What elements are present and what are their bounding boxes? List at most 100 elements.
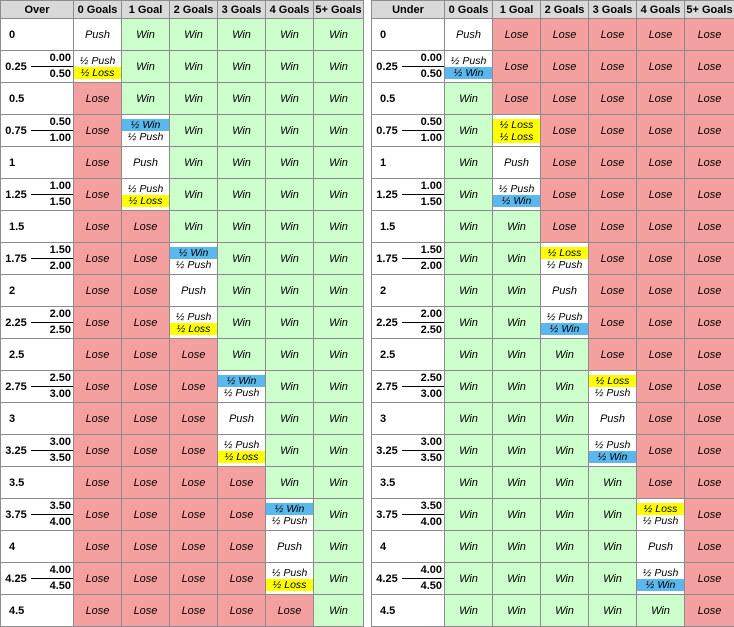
column-header: 1 Goal (493, 1, 541, 19)
line-value: 0 (1, 29, 73, 41)
result-value: Win (218, 61, 265, 73)
result-cell: Win (493, 499, 541, 531)
result-cell: Win (445, 115, 493, 147)
split-line-b: 4.00 (402, 515, 444, 530)
result-value: Win (493, 285, 540, 297)
result-value: Lose (589, 125, 636, 137)
half-result: ½ Loss (122, 195, 169, 207)
result-value: Win (637, 605, 684, 617)
result-value: Win (266, 61, 313, 73)
result-value: Lose (170, 445, 217, 457)
result-cell: Win (314, 19, 364, 51)
result-value: Lose (637, 381, 684, 393)
result-cell: Lose (218, 467, 266, 499)
result-value: Lose (685, 61, 734, 73)
result-cell: Win (445, 275, 493, 307)
result-value: Lose (637, 125, 684, 137)
half-result: ½ Push (74, 55, 121, 67)
column-header: 5+ Goals (685, 1, 734, 19)
result-cell: Win (314, 51, 364, 83)
result-value: Lose (74, 413, 121, 425)
result-value: Win (493, 317, 540, 329)
half-result: ½ Push (589, 439, 636, 451)
column-header: 5+ Goals (314, 1, 364, 19)
result-cell: Lose (637, 467, 685, 499)
result-cell: Win (218, 51, 266, 83)
result-value: Win (314, 125, 363, 137)
result-value: Win (266, 157, 313, 169)
line-value: 4.5 (372, 605, 444, 617)
result-value: Win (218, 285, 265, 297)
split-line-b: 2.50 (402, 323, 444, 338)
result-cell: Lose (541, 147, 589, 179)
result-value: Win (122, 61, 169, 73)
result-cell: Lose (74, 307, 122, 339)
column-header: 4 Goals (266, 1, 314, 19)
result-cell: Lose (589, 179, 637, 211)
result-value: Win (541, 605, 588, 617)
result-cell: Win (170, 51, 218, 83)
line-value: 4 (1, 541, 73, 553)
result-value: Lose (685, 573, 734, 585)
line-value: 3 (1, 413, 73, 425)
result-cell: Lose (74, 467, 122, 499)
result-cell: Lose (122, 371, 170, 403)
result-cell: Win (266, 339, 314, 371)
result-value: Lose (218, 605, 265, 617)
result-cell: Lose (685, 211, 734, 243)
line-value: 3.5 (1, 477, 73, 489)
result-cell: Win (493, 531, 541, 563)
split-line-a: 2.00 (31, 307, 73, 323)
result-cell: Lose (122, 243, 170, 275)
result-value: Win (266, 125, 313, 137)
result-value: Lose (589, 29, 636, 41)
result-cell: Lose (685, 243, 734, 275)
line-value: 1 (1, 157, 73, 169)
result-cell: Win (541, 531, 589, 563)
result-cell: Win (314, 243, 364, 275)
result-value: Lose (541, 61, 588, 73)
result-cell: Win (218, 83, 266, 115)
result-cell: Win (589, 499, 637, 531)
result-cell: Lose (589, 83, 637, 115)
line-cell: 3 (372, 403, 445, 435)
result-cell: Lose (74, 531, 122, 563)
result-cell: Win (541, 563, 589, 595)
result-cell: Win (314, 115, 364, 147)
result-value: Win (493, 605, 540, 617)
result-value: Lose (637, 93, 684, 105)
line-cell: 2.5 (372, 339, 445, 371)
result-cell: Lose (685, 435, 734, 467)
result-cell: Win (266, 147, 314, 179)
result-value: Push (493, 157, 540, 169)
result-value: Lose (637, 349, 684, 361)
split-line-a: 4.00 (31, 563, 73, 579)
result-value: Win (170, 93, 217, 105)
result-value: Win (266, 189, 313, 201)
result-cell: Win (266, 243, 314, 275)
result-cell: Lose (637, 243, 685, 275)
result-value: Win (170, 157, 217, 169)
result-value: Push (122, 157, 169, 169)
result-value: Win (541, 413, 588, 425)
result-value: Lose (637, 413, 684, 425)
result-cell: Lose (170, 435, 218, 467)
result-value: Lose (685, 605, 734, 617)
result-value: Win (314, 445, 363, 457)
result-value: Win (541, 509, 588, 521)
result-cell: Lose (541, 179, 589, 211)
result-value: Lose (74, 509, 121, 521)
